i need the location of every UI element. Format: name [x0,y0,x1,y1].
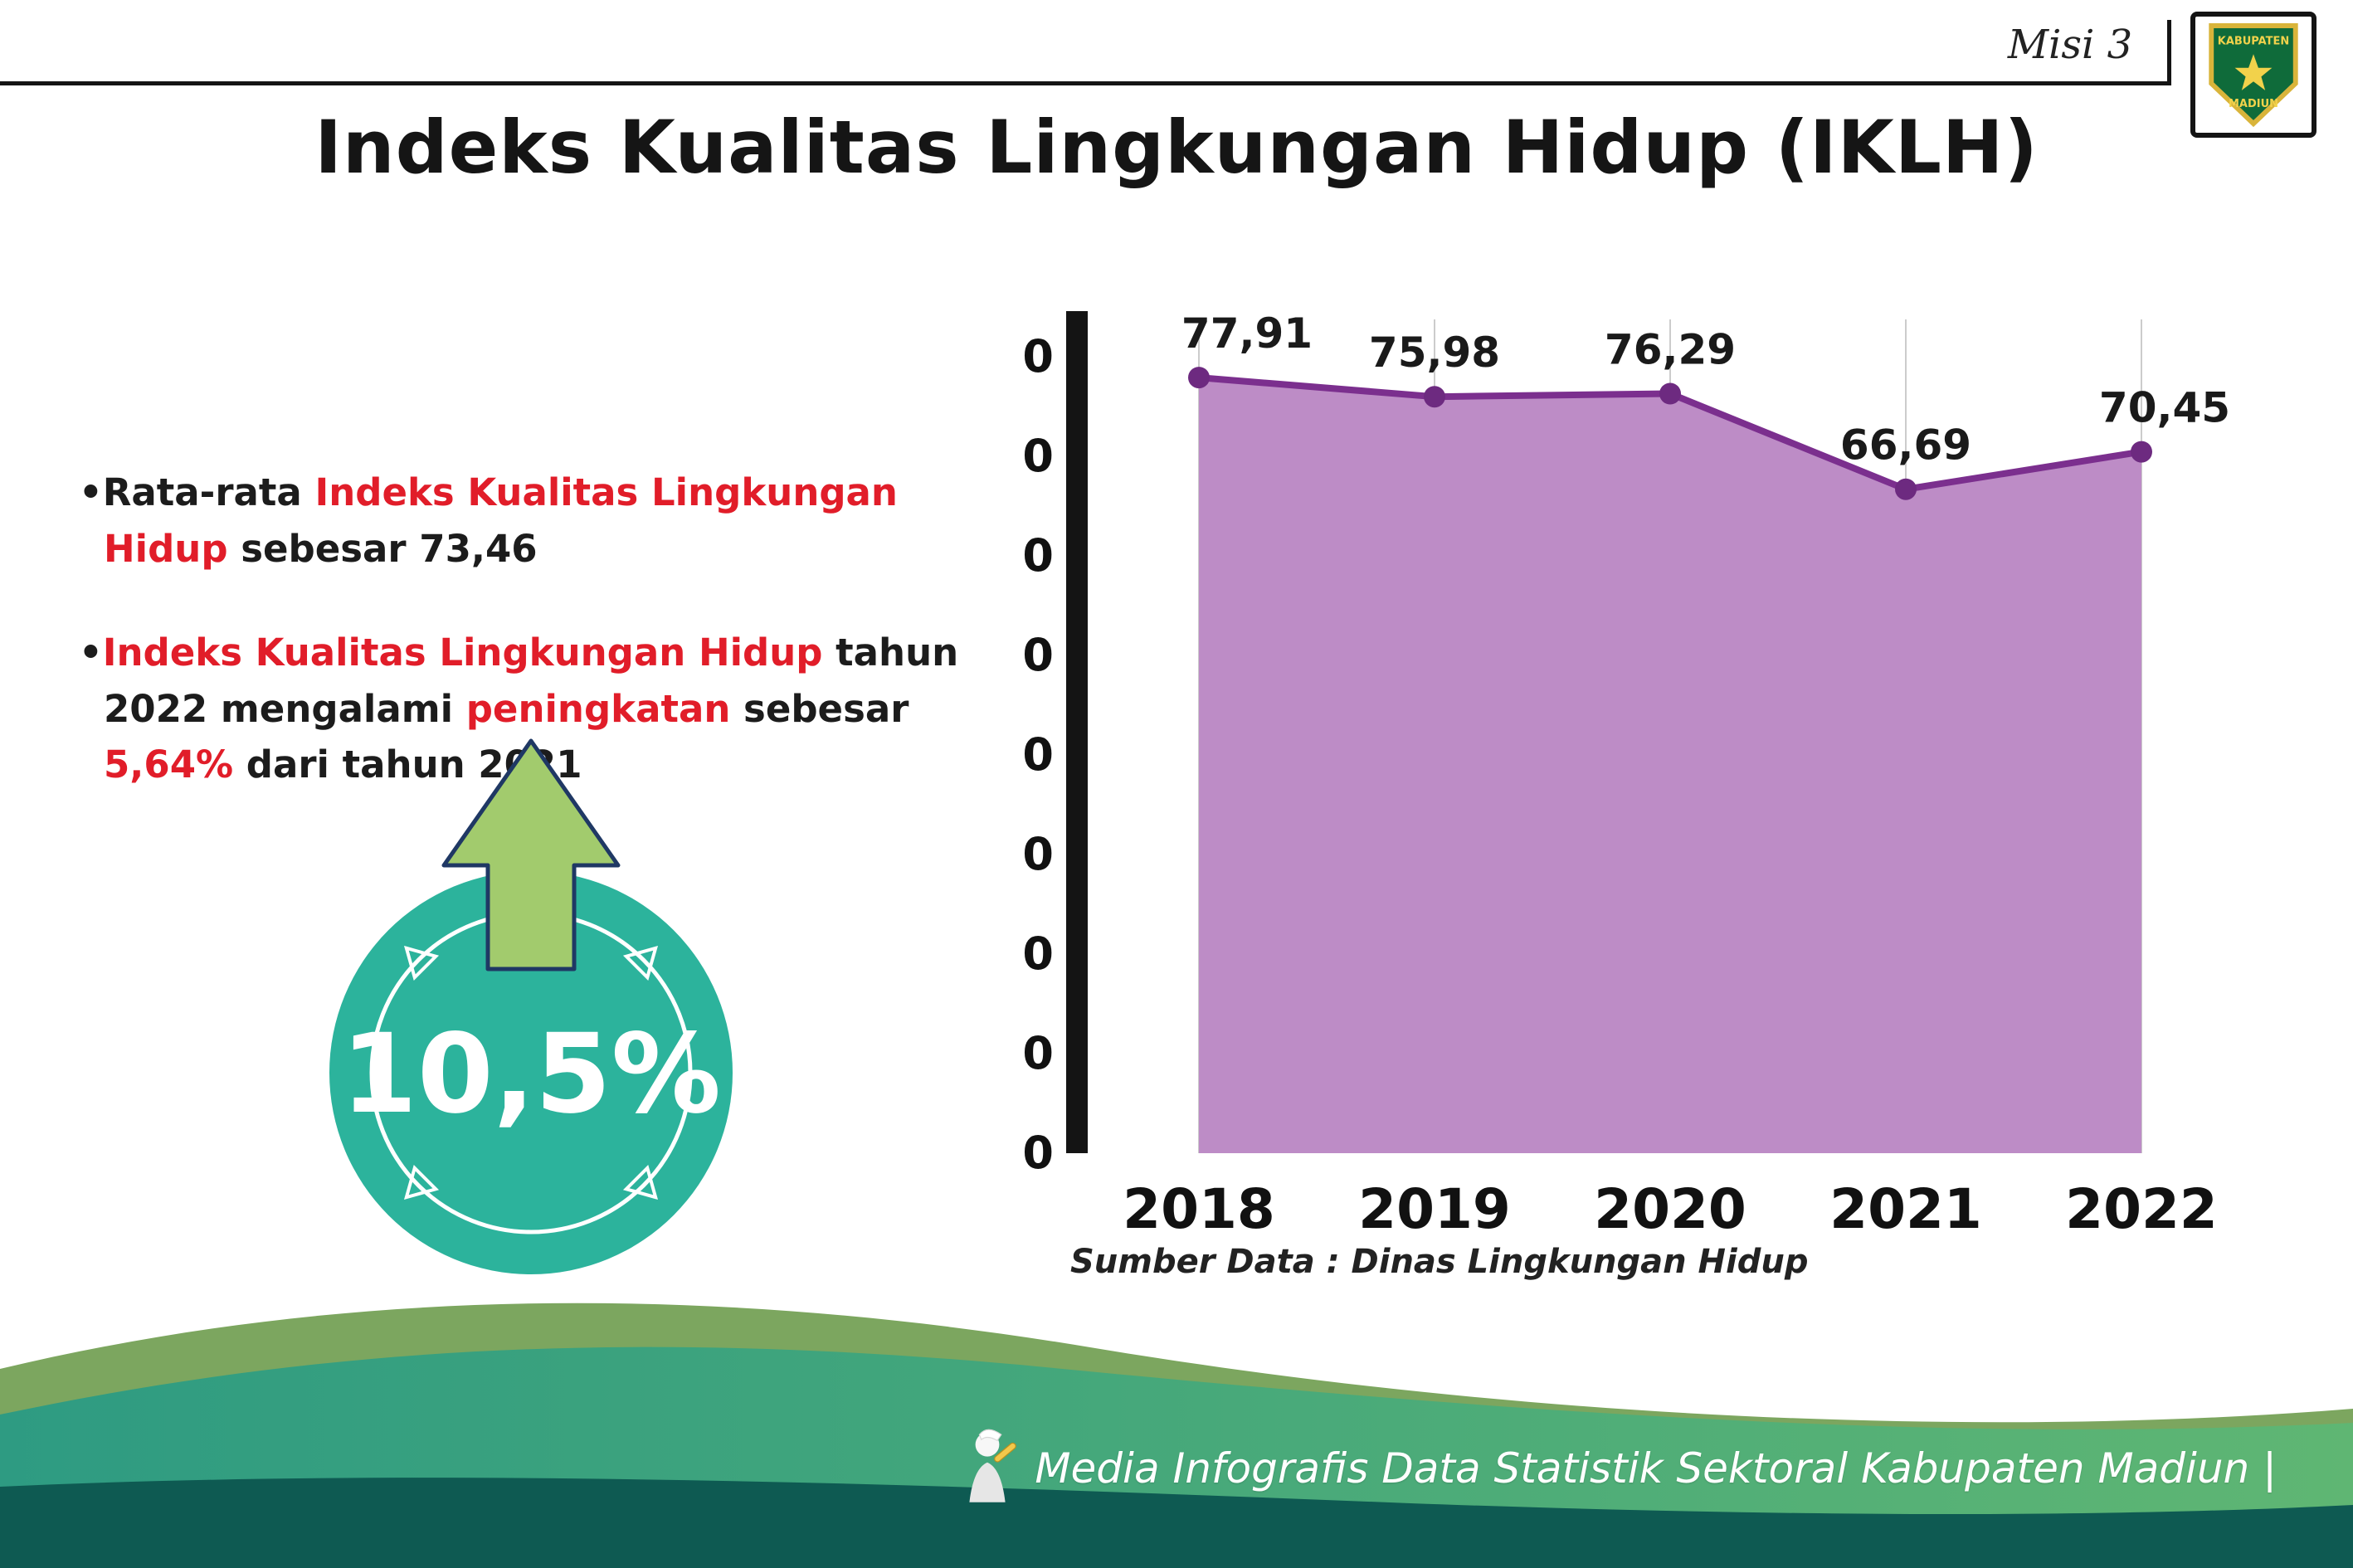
svg-text:10: 10 [1021,1027,1054,1079]
triangle-mark-nw [403,945,440,981]
badge-circle [329,871,733,1274]
footer-wave [0,1303,2353,1568]
page-title: Indeks Kualitas Lingkungan Hidup (IKLH) [314,105,2039,190]
svg-text:60: 60 [1021,529,1054,582]
svg-text:30: 30 [1021,828,1054,880]
svg-text:2018: 2018 [1123,1177,1275,1241]
iklh-area-chart: 77,91 75,98 76,29 66,69 70,45 0 10 20 30 40 50 60 70… [1021,309,2230,1241]
footer-credit-text: Media Infografis Data Statistik Sektoral… [1035,1444,2277,1493]
svg-text:76,29: 76,29 [1605,326,1736,374]
bullet-increase-iklh: •Indeks Kualitas Lingkungan Hidup tahun … [79,631,959,786]
svg-text:0: 0 [1022,1127,1054,1179]
svg-text:70: 70 [1021,430,1054,482]
mascot-icon [969,1429,1017,1502]
triangle-mark-ne [622,945,659,981]
misi-label: Misi 3 [2007,22,2133,68]
kabupaten-madiun-logo: KABUPATEN MADIUN [2190,12,2316,138]
svg-text:70,45: 70,45 [2099,384,2230,432]
up-arrow-icon [441,738,621,971]
svg-text:20: 20 [1021,928,1054,980]
svg-text:2021: 2021 [1829,1177,1982,1241]
header-rule-corner [2167,20,2171,85]
growth-badge: 10,5% [329,738,733,1274]
svg-text:80: 80 [1021,330,1054,382]
triangle-mark-se [622,1164,659,1200]
data-source-caption: Sumber Data : Dinas Lingkungan Hidup [1070,1243,1809,1281]
svg-text:50: 50 [1021,629,1054,681]
svg-text:66,69: 66,69 [1840,421,1971,470]
footer-credit-bar: Media Infografis Data Statistik Sektoral… [955,1429,2277,1508]
triangle-mark-sw [403,1164,440,1200]
svg-text:40: 40 [1021,728,1054,781]
badge-percentage: 10,5% [341,1010,721,1138]
svg-text:75,98: 75,98 [1369,329,1500,377]
logo-region-name: MADIUN [2229,98,2278,110]
logo-region-type: KABUPATEN [2218,35,2289,47]
bullet-average-iklh: •Rata-rata Indeks Kualitas Lingkungan Hi… [79,470,898,571]
header-rule [0,81,2167,85]
svg-text:77,91: 77,91 [1181,309,1313,358]
svg-text:2022: 2022 [2065,1177,2218,1241]
key-points: •Rata-rata Indeks Kualitas Lingkungan Hi… [79,465,967,841]
svg-text:2019: 2019 [1358,1177,1511,1241]
svg-text:2020: 2020 [1594,1177,1746,1241]
shield-icon: KABUPATEN MADIUN [2209,23,2298,128]
